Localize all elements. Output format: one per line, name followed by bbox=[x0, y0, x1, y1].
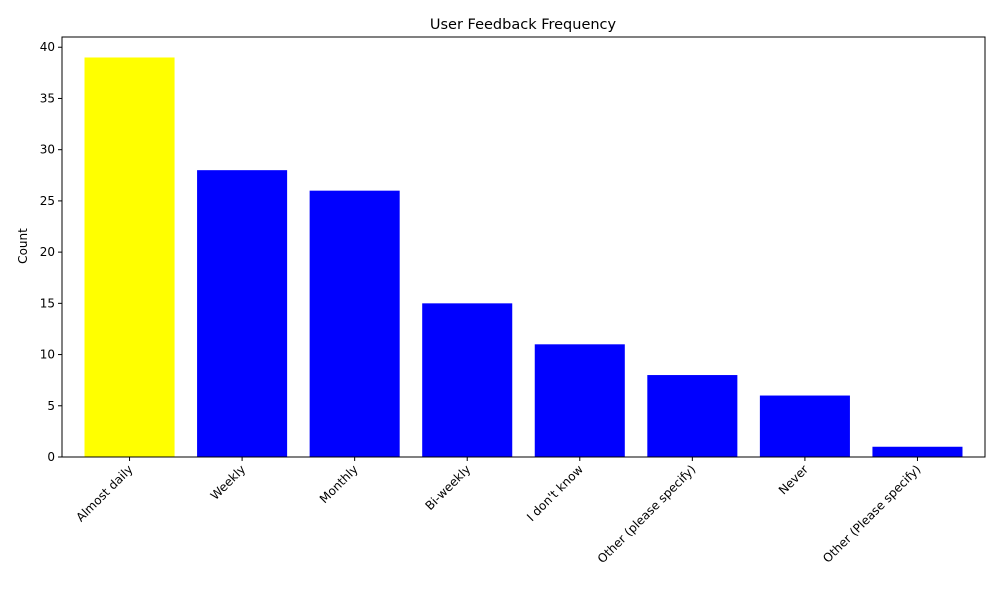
y-tick-label: 25 bbox=[40, 194, 55, 208]
y-axis-label: Count bbox=[16, 228, 30, 264]
y-tick-label: 5 bbox=[47, 399, 55, 413]
x-tick-label: Never bbox=[776, 462, 811, 497]
x-tick-label: Weekly bbox=[208, 462, 249, 503]
x-tick-label: Monthly bbox=[317, 462, 361, 506]
x-axis-ticks: Almost daily Weekly Monthly Bi-weekly I don'… bbox=[73, 457, 924, 566]
y-tick-label: 40 bbox=[40, 40, 55, 54]
bar-4 bbox=[534, 344, 625, 457]
y-tick-label: 10 bbox=[40, 348, 55, 362]
y-tick-label: 15 bbox=[40, 296, 55, 310]
plot-frame bbox=[61, 36, 986, 458]
x-tick-label: Almost daily bbox=[73, 462, 135, 524]
y-axis-ticks: 0 5 10 15 20 25 30 35 40 bbox=[40, 40, 62, 464]
bar-3 bbox=[422, 303, 513, 457]
bar-6 bbox=[759, 395, 850, 457]
bar-7 bbox=[872, 446, 963, 457]
y-tick-label: 35 bbox=[40, 91, 55, 105]
x-tick-label: Other (please specify) bbox=[595, 462, 699, 566]
chart-title: User Feedback Frequency bbox=[430, 17, 617, 33]
x-tick-label: Other (Please specify) bbox=[820, 462, 923, 565]
bar-5 bbox=[647, 375, 738, 457]
bar-2 bbox=[309, 190, 400, 457]
bars-group bbox=[84, 57, 963, 458]
x-tick-label: Bi-weekly bbox=[423, 462, 474, 513]
y-tick-label: 20 bbox=[40, 245, 55, 259]
y-tick-label: 0 bbox=[47, 450, 55, 464]
bar-0 bbox=[84, 57, 175, 458]
bar-1 bbox=[197, 170, 288, 458]
y-tick-label: 30 bbox=[40, 143, 55, 157]
x-tick-label: I don't know bbox=[524, 462, 586, 524]
